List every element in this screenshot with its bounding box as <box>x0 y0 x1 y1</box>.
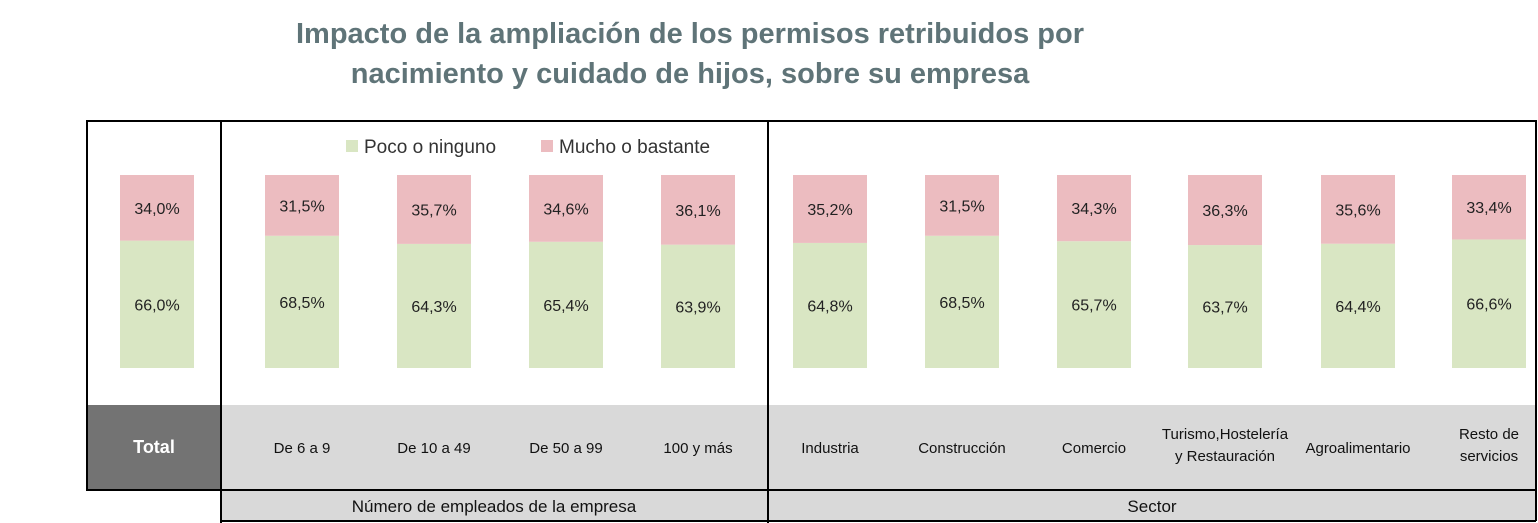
frame <box>86 120 1537 523</box>
legend-label-mucho: Mucho o bastante <box>559 137 710 158</box>
bar-poco-1 <box>265 235 339 368</box>
bar-poco-3 <box>529 241 603 368</box>
chart-title-line-2: nacimiento y cuidado de hijos, sobre su … <box>350 58 1030 90</box>
category-label-line: Resto de <box>1459 426 1519 443</box>
data-label-mucho-8: 36,3% <box>1202 203 1247 220</box>
category-label-5: Industria <box>801 440 859 457</box>
chart-title: Impacto de la ampliación de los permisos… <box>190 14 1190 94</box>
bar-poco-4 <box>661 244 735 368</box>
category-label-9: Agroalimentario <box>1305 440 1410 457</box>
category-label-3: De 50 a 99 <box>529 440 602 457</box>
legend: Poco o ninguno Mucho o bastante <box>346 137 710 158</box>
bar-poco-6 <box>925 235 999 368</box>
bar-mucho-3 <box>529 175 603 242</box>
bar-mucho-6 <box>925 175 999 236</box>
category-label-line: De 50 a 99 <box>529 440 602 457</box>
category-label-7: Comercio <box>1062 440 1126 457</box>
data-label-mucho-5: 35,2% <box>807 202 852 219</box>
category-label-line: Agroalimentario <box>1305 440 1410 457</box>
data-label-mucho-6: 31,5% <box>939 198 984 215</box>
data-label-mucho-3: 34,6% <box>543 201 588 218</box>
data-label-poco-0: 66,0% <box>134 297 179 314</box>
category-label-4: 100 y más <box>663 440 732 457</box>
data-label-mucho-0: 34,0% <box>134 201 179 218</box>
data-label-poco-9: 64,4% <box>1335 299 1380 316</box>
category-label-2: De 10 a 49 <box>397 440 470 457</box>
bar-mucho-1 <box>265 175 339 236</box>
frame-outer <box>86 120 1537 491</box>
category-label-10: Resto de servicios <box>1459 426 1519 465</box>
category-label-line: 100 y más <box>663 440 732 457</box>
group-band <box>221 490 1536 521</box>
category-label-1: De 6 a 9 <box>274 440 331 457</box>
data-label-poco-5: 64,8% <box>807 298 852 315</box>
bar-mucho-8 <box>1188 175 1262 246</box>
data-label-poco-6: 68,5% <box>939 295 984 312</box>
category-label-0: Total <box>133 437 175 457</box>
legend-swatch-poco <box>346 140 358 152</box>
group-label-employees: Número de empleados de la empresa <box>352 497 637 516</box>
bar-mucho-7 <box>1057 175 1131 242</box>
category-label-line: Construcción <box>918 440 1006 457</box>
category-band <box>87 405 1536 490</box>
bar-mucho-4 <box>661 175 735 245</box>
data-label-poco-3: 65,4% <box>543 298 588 315</box>
data-label-poco-7: 65,7% <box>1071 298 1116 315</box>
data-label-poco-2: 64,3% <box>411 299 456 316</box>
bar-poco-8 <box>1188 245 1262 368</box>
bar-mucho-10 <box>1452 175 1526 240</box>
data-label-poco-4: 63,9% <box>675 299 720 316</box>
category-label-line: De 10 a 49 <box>397 440 470 457</box>
legend-label-poco: Poco o ninguno <box>364 137 496 158</box>
bar-mucho-2 <box>397 175 471 244</box>
category-label-line: Industria <box>801 440 859 457</box>
data-label-mucho-10: 33,4% <box>1466 200 1511 217</box>
bar-poco-5 <box>793 242 867 368</box>
category-label-line: Total <box>133 437 175 457</box>
category-label-8: Turismo,Hostelería y Restauración <box>1162 426 1289 465</box>
data-label-poco-1: 68,5% <box>279 295 324 312</box>
data-label-mucho-2: 35,7% <box>411 202 456 219</box>
category-label-line: De 6 a 9 <box>274 440 331 457</box>
bar-poco-7 <box>1057 241 1131 368</box>
category-label-6: Construcción <box>918 440 1006 457</box>
data-label-poco-8: 63,7% <box>1202 300 1247 317</box>
legend-swatch-mucho <box>541 140 553 152</box>
bar-poco-9 <box>1321 243 1395 368</box>
category-label-line: Comercio <box>1062 440 1126 457</box>
bar-poco-10 <box>1452 239 1526 368</box>
data-label-mucho-4: 36,1% <box>675 203 720 220</box>
bar-mucho-9 <box>1321 175 1395 244</box>
data-label-mucho-1: 31,5% <box>279 198 324 215</box>
labels-layer: 66,0% 34,0% Total 68,5% 31,5% De 6 a 9 64,3% 35… <box>133 198 1519 465</box>
bar-mucho-0 <box>120 175 194 241</box>
bars-layer <box>120 175 1526 368</box>
bar-poco-0 <box>120 240 194 368</box>
data-label-mucho-7: 34,3% <box>1071 201 1116 218</box>
category-label-line: y Restauración <box>1175 448 1275 465</box>
category-label-line: servicios <box>1460 448 1518 465</box>
chart-title-line-1: Impacto de la ampliación de los permisos… <box>295 18 1084 50</box>
data-label-mucho-9: 35,6% <box>1335 202 1380 219</box>
category-label-line: Turismo,Hostelería <box>1162 426 1289 443</box>
data-label-poco-10: 66,6% <box>1466 297 1511 314</box>
bar-mucho-5 <box>793 175 867 243</box>
total-band <box>87 405 221 490</box>
group-label-sector: Sector <box>1127 497 1176 516</box>
bar-poco-2 <box>397 243 471 368</box>
